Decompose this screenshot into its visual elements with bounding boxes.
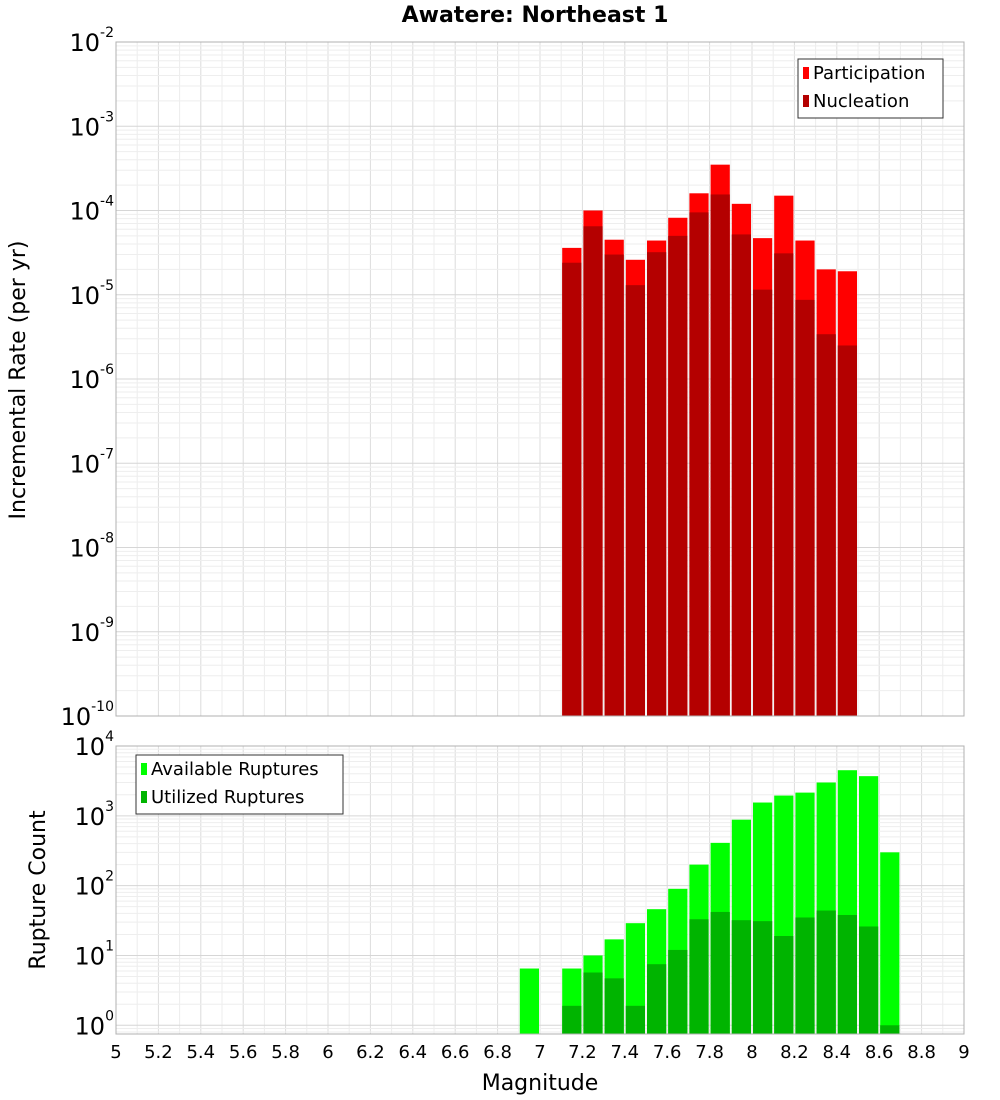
y-tick-label: 10-8	[69, 531, 114, 563]
y-tick-label: 103	[75, 799, 114, 831]
bar-utilized-ruptures	[880, 1025, 900, 1034]
bar-utilized-ruptures	[710, 911, 730, 1034]
y-tick-label: 102	[75, 869, 114, 901]
x-tick-label: 5	[110, 1042, 121, 1063]
bar-utilized-ruptures	[774, 935, 794, 1034]
bar-utilized-ruptures	[859, 926, 879, 1034]
x-tick-label: 5.2	[144, 1042, 173, 1063]
y-tick-label: 104	[75, 729, 115, 761]
top-legend: Participation Nucleation	[797, 58, 944, 119]
x-tick-label: 6	[322, 1042, 333, 1063]
bottom-y-tick-labels: 104 103 102 101 100	[75, 729, 115, 1040]
y-tick-label: 10-9	[69, 615, 114, 647]
x-tick-labels: 5 5.2 5.4 5.6 5.8 6 6.2 6.4 6.6 6.8 7 7.2 7.4 7.6 7.8 8…	[110, 1042, 969, 1063]
x-tick-label: 8	[746, 1042, 757, 1063]
x-axis-title: Magnitude	[482, 1071, 599, 1096]
x-tick-label: 6.4	[398, 1042, 427, 1063]
legend-label: Utilized Ruptures	[151, 787, 304, 808]
y-tick-label: 10-2	[69, 25, 114, 57]
legend-label: Participation	[813, 63, 925, 84]
legend-swatch	[803, 95, 809, 107]
top-plot-border	[115, 41, 965, 717]
bar-utilized-ruptures	[583, 972, 603, 1034]
bar-utilized-ruptures	[625, 1005, 645, 1034]
bar-utilized-ruptures	[689, 919, 709, 1034]
bar-nucleation	[837, 345, 857, 716]
bar-nucleation	[689, 212, 709, 717]
x-tick-label: 7.8	[695, 1042, 724, 1063]
bottom-plot-border	[115, 745, 965, 1035]
y-tick-label: 10-6	[69, 362, 114, 394]
y-tick-label: 10-3	[69, 109, 114, 141]
bar-utilized-ruptures	[731, 920, 751, 1034]
y-tick-label: 100	[75, 1008, 114, 1040]
bar-nucleation	[710, 194, 730, 717]
bar-nucleation	[816, 334, 836, 716]
x-tick-label: 9	[958, 1042, 969, 1063]
x-tick-label: 7.6	[653, 1042, 682, 1063]
y-tick-label: 10-10	[61, 699, 114, 731]
top-y-tick-labels: 10-2 10-3 10-4 10-5 10-6 10-7 10-8 10-9 10-10	[61, 25, 115, 731]
bar-utilized-ruptures	[795, 917, 815, 1034]
x-tick-label: 7	[534, 1042, 545, 1063]
y-tick-label: 10-7	[69, 446, 114, 478]
bar-utilized-ruptures	[837, 914, 857, 1034]
top-bars	[562, 164, 857, 717]
top-y-axis-title: Incremental Rate (per yr)	[6, 241, 31, 520]
bottom-legend: Available Ruptures Utilized Ruptures	[135, 754, 344, 815]
x-tick-label: 8.2	[780, 1042, 809, 1063]
legend-box	[135, 754, 344, 815]
x-tick-label: 8.6	[865, 1042, 894, 1063]
x-tick-label: 7.4	[610, 1042, 639, 1063]
x-tick-label: 5.4	[186, 1042, 215, 1063]
bottom-grid	[115, 745, 965, 1034]
bar-nucleation	[625, 285, 645, 716]
bar-available-ruptures	[519, 968, 539, 1034]
bar-nucleation	[753, 289, 773, 716]
x-tick-label: 6.8	[483, 1042, 512, 1063]
bar-nucleation	[668, 235, 688, 717]
bar-nucleation	[795, 299, 815, 716]
legend-box	[797, 58, 944, 119]
top-grid	[115, 41, 965, 717]
legend-swatch	[141, 763, 147, 775]
x-tick-label: 8.8	[907, 1042, 936, 1063]
x-tick-label: 5.8	[271, 1042, 300, 1063]
bar-utilized-ruptures	[753, 921, 773, 1034]
x-tick-label: 8.4	[822, 1042, 851, 1063]
bar-nucleation	[774, 253, 794, 716]
bar-utilized-ruptures	[562, 1005, 582, 1034]
legend-swatch	[141, 791, 147, 803]
bar-available-ruptures	[880, 852, 900, 1034]
chart-title: Awatere: Northeast 1	[402, 3, 669, 28]
legend-label: Available Ruptures	[151, 759, 319, 780]
y-tick-label: 10-4	[69, 194, 114, 226]
y-tick-label: 10-5	[69, 278, 114, 310]
bar-nucleation	[583, 226, 603, 716]
bar-nucleation	[731, 234, 751, 717]
x-tick-label: 7.2	[568, 1042, 597, 1063]
bottom-bars	[519, 770, 900, 1034]
bar-utilized-ruptures	[668, 949, 688, 1034]
top-panel: 10-2 10-3 10-4 10-5 10-6 10-7 10-8 10-9 10-10 Par…	[61, 25, 965, 731]
x-tick-label: 6.6	[441, 1042, 470, 1063]
bar-utilized-ruptures	[604, 978, 624, 1034]
x-tick-label: 6.2	[356, 1042, 385, 1063]
x-tick-label: 5.6	[229, 1042, 258, 1063]
bar-utilized-ruptures	[816, 910, 836, 1034]
legend-label: Nucleation	[813, 91, 909, 112]
bar-nucleation	[562, 262, 582, 716]
bar-nucleation	[647, 252, 667, 717]
bar-nucleation	[604, 254, 624, 716]
y-tick-label: 101	[75, 938, 114, 970]
legend-swatch	[803, 67, 809, 79]
bar-utilized-ruptures	[647, 964, 667, 1034]
bottom-y-axis-title: Rupture Count	[26, 810, 51, 970]
